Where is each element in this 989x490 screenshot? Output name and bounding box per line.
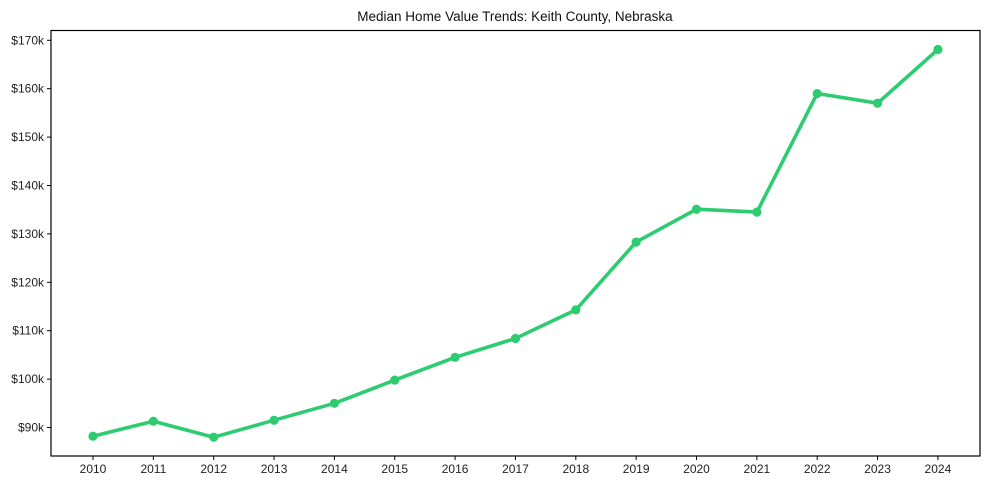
data-point-marker bbox=[329, 398, 339, 408]
x-tick-label: 2023 bbox=[864, 462, 891, 476]
data-point-marker bbox=[812, 88, 822, 99]
data-point-marker bbox=[691, 204, 702, 214]
data-point-marker bbox=[933, 44, 943, 55]
x-tick-label: 2019 bbox=[623, 462, 650, 476]
data-point-marker bbox=[88, 431, 98, 441]
y-tick-label: $110k bbox=[12, 324, 45, 338]
y-tick-label: $90k bbox=[18, 421, 45, 435]
data-point-marker bbox=[269, 415, 279, 425]
data-point-marker bbox=[148, 416, 158, 426]
y-tick-label: $170k bbox=[11, 33, 45, 47]
x-tick-label: 2021 bbox=[743, 462, 770, 476]
data-point-marker bbox=[571, 305, 581, 315]
x-tick-label: 2022 bbox=[804, 462, 831, 476]
y-axis: $90k $100k $110k $120k $130k $140k $150k $160k $… bbox=[11, 33, 51, 435]
data-point-marker bbox=[390, 375, 400, 385]
data-point-marker bbox=[450, 352, 460, 362]
x-tick-label: 2010 bbox=[80, 462, 107, 476]
data-point-marker bbox=[752, 207, 762, 217]
y-tick-label: $160k bbox=[11, 82, 45, 96]
x-tick-label: 2013 bbox=[261, 462, 288, 476]
plot-area-frame bbox=[50, 29, 981, 457]
x-tick-label: 2017 bbox=[502, 462, 529, 476]
chart-title: Median Home Value Trends: Keith County, … bbox=[357, 9, 673, 24]
data-point-marker bbox=[209, 432, 219, 442]
x-tick-label: 2011 bbox=[140, 462, 166, 476]
data-point-marker bbox=[872, 98, 883, 108]
x-tick-label: 2014 bbox=[321, 462, 348, 476]
y-tick-label: $150k bbox=[11, 130, 45, 144]
x-tick-label: 2018 bbox=[562, 462, 589, 476]
series-line bbox=[91, 47, 940, 440]
y-tick-label: $120k bbox=[11, 275, 45, 289]
y-tick-label: $130k bbox=[11, 227, 45, 241]
x-axis: 2010 2011 2012 2013 2014 2015 2016 2017 2018 2019… bbox=[80, 456, 952, 476]
y-tick-label: $100k bbox=[11, 372, 45, 386]
x-tick-label: 2024 bbox=[925, 462, 952, 476]
x-tick-label: 2015 bbox=[381, 462, 408, 476]
series-layer bbox=[88, 44, 943, 442]
x-tick-label: 2012 bbox=[200, 462, 227, 476]
data-point-marker bbox=[631, 237, 641, 247]
y-tick-label: $140k bbox=[11, 179, 45, 193]
x-tick-label: 2016 bbox=[442, 462, 469, 476]
data-point-marker bbox=[510, 333, 521, 344]
x-tick-label: 2020 bbox=[683, 462, 710, 476]
